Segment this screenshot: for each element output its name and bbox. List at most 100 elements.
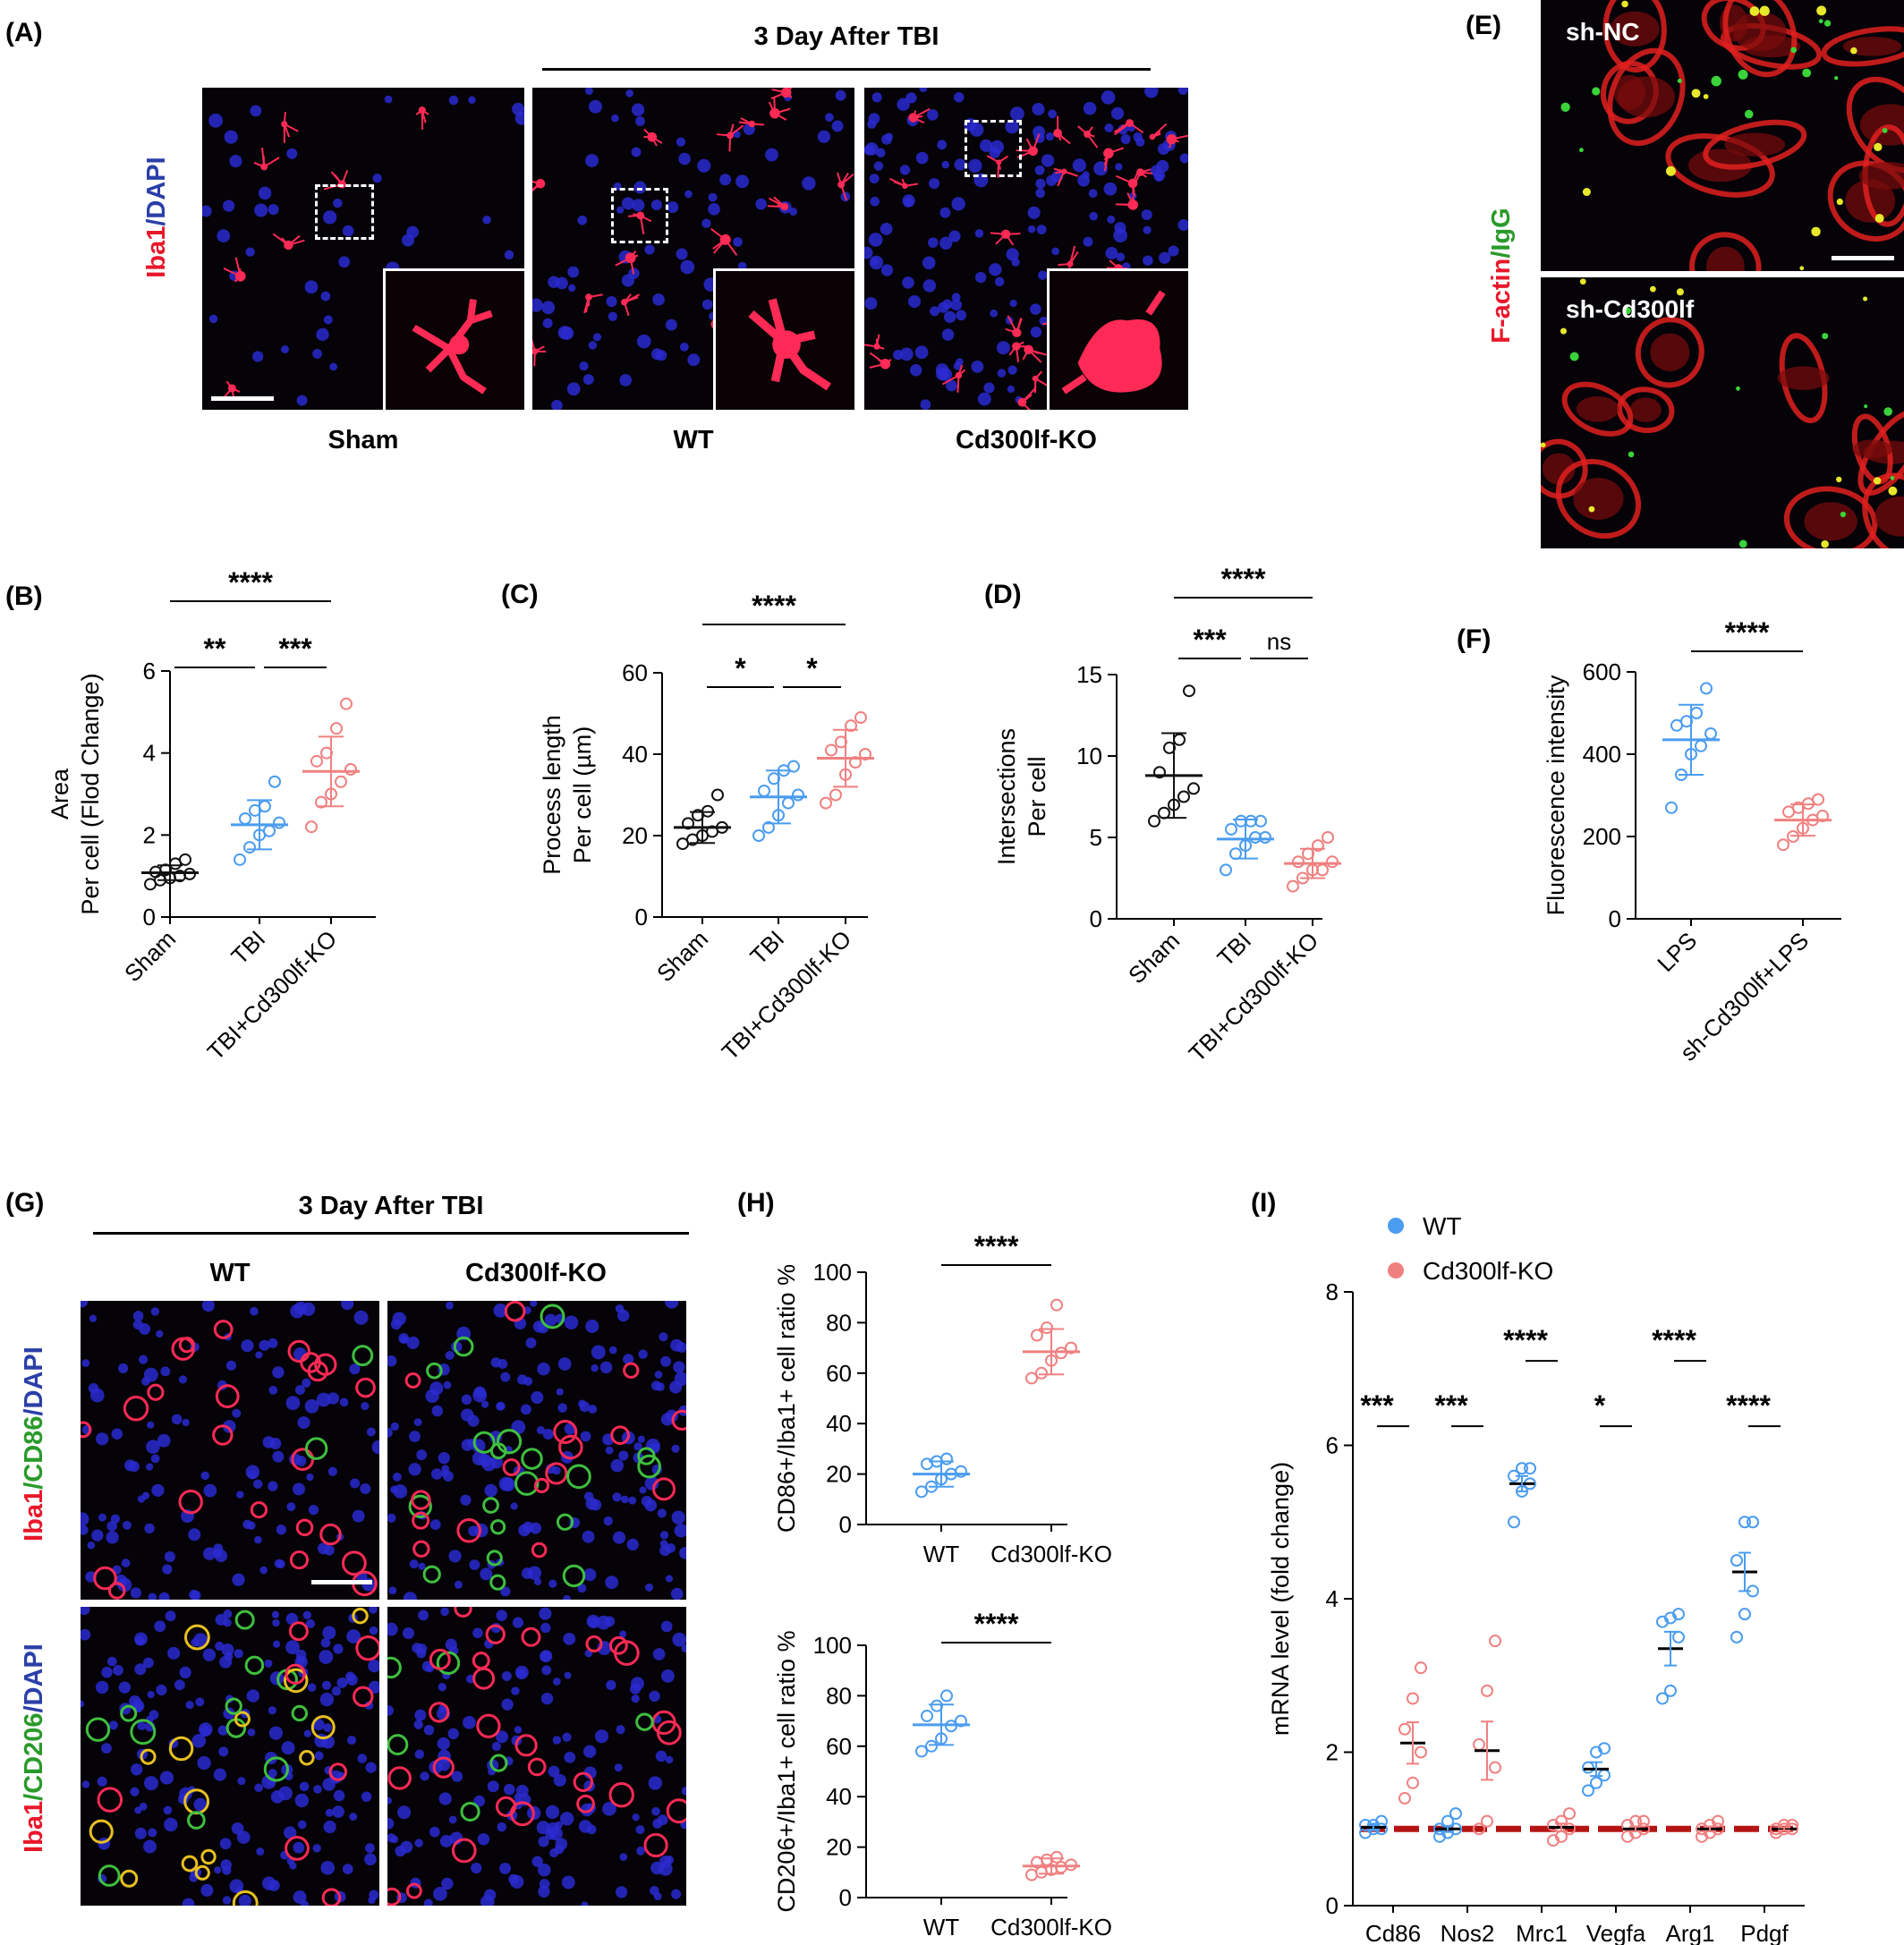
panel-c-label: (C) [501, 580, 539, 609]
x-tick-label: LPS [1652, 927, 1702, 977]
data-point [1695, 739, 1707, 752]
data-point [1473, 1737, 1485, 1751]
data-point [1148, 814, 1160, 828]
y-tick-label: 200 [1583, 823, 1621, 850]
data-point [259, 800, 271, 813]
zoom-box [965, 120, 1022, 177]
data-point [1398, 1722, 1411, 1736]
significance-label: **** [1652, 1324, 1696, 1356]
significance-label: *** [1193, 624, 1227, 656]
data-point [1812, 793, 1824, 806]
data-point [1690, 707, 1703, 719]
x-tick-label: Mrc1 [1516, 1920, 1568, 1945]
data-point [1747, 1516, 1759, 1529]
data-point [1704, 727, 1717, 740]
data-point [1508, 1516, 1520, 1529]
panel-i-label: (I) [1251, 1188, 1277, 1218]
panel-g-header: 3 Day After TBI [298, 1192, 484, 1220]
data-point [711, 788, 724, 802]
y-tick-label: 0 [1090, 905, 1102, 932]
data-point [243, 841, 256, 854]
micrograph-g-ko-cd206 [387, 1607, 686, 1906]
data-point [1035, 1366, 1048, 1380]
data-point [1254, 814, 1267, 828]
panel-g-col-wt: WT [209, 1259, 251, 1287]
y-axis-label: Process length [539, 715, 565, 875]
micrograph-sh-cd300lf: sh-Cd300lf [1541, 277, 1904, 548]
y-axis-label: mRNA level (fold change) [1267, 1462, 1294, 1736]
data-point [820, 796, 832, 810]
data-point [1516, 1462, 1528, 1475]
data-point [825, 743, 837, 757]
data-point [234, 853, 246, 866]
legend-marker [1388, 1262, 1404, 1278]
significance-label: *** [1434, 1389, 1468, 1422]
significance-label: **** [974, 1608, 1019, 1640]
micrograph-sh-nc: sh-NC [1541, 0, 1904, 271]
chart-i: 0 2 4 6 8 mRNA level (fold change) Cd86 Nos2 Mrc… [1267, 1212, 1805, 1945]
data-point [1031, 1329, 1043, 1342]
y-tick-label: 100 [813, 1632, 852, 1659]
significance-label: **** [752, 590, 796, 622]
significance-label: **** [1726, 1389, 1771, 1422]
data-point [1656, 1692, 1669, 1705]
micrograph-g4-svg [387, 1607, 686, 1906]
zoom-box [315, 184, 374, 240]
significance-label: * [1594, 1389, 1606, 1422]
significance-label: ns [1267, 628, 1291, 655]
data-point [752, 829, 765, 842]
inset-cell-icon [748, 298, 832, 391]
significance-label: * [806, 652, 818, 684]
y-axis-label: Per cell (Flod Change) [77, 673, 104, 914]
data-point [1777, 838, 1789, 852]
data-point [925, 1739, 938, 1753]
panel-e-label: (E) [1466, 11, 1501, 40]
significance-label: **** [1503, 1324, 1548, 1356]
data-point [1590, 1776, 1602, 1789]
data-point [1473, 1822, 1485, 1836]
panel-a-stain-label: Iba1/DAPI [142, 157, 171, 278]
data-point [1153, 766, 1166, 779]
data-point [1025, 1372, 1038, 1385]
panel-g-col-ko: Cd300lf-KO [465, 1259, 607, 1287]
y-axis-label: Area [47, 768, 73, 820]
panel-a-header: 3 Day After TBI [753, 22, 939, 51]
micrograph-g-ko-cd86 [387, 1301, 686, 1600]
y-tick-label: 0 [839, 1884, 852, 1911]
micrograph-g-wt-cd86 [81, 1301, 379, 1600]
chart-h-cd86: 0 20 40 60 80 100 CD86+/Iba1+ cell ratio % WT Cd… [773, 1230, 1112, 1567]
data-point [1158, 806, 1170, 820]
y-tick-label: 100 [813, 1259, 852, 1286]
panel-b-label: (B) [5, 582, 43, 611]
data-point [1730, 1554, 1743, 1567]
significance-label: **** [1725, 616, 1770, 649]
micrograph-sham [202, 88, 524, 410]
data-point [1489, 1635, 1501, 1648]
significance-label: *** [278, 633, 312, 665]
zoom-box [611, 188, 668, 243]
data-point [1050, 1850, 1063, 1864]
chart-b: 0 2 4 6 Area Per cell (Flod Change) Sham TBITBI… [47, 566, 376, 1066]
x-tick-label: Cd300lf-KO [990, 1914, 1112, 1941]
y-tick-label: 60 [826, 1733, 852, 1760]
data-point [1598, 1742, 1611, 1755]
significance-label: *** [1360, 1389, 1394, 1422]
data-point [1220, 863, 1232, 877]
data-point [179, 853, 191, 866]
x-tick-label: Sham [1123, 927, 1185, 989]
data-point [1664, 1684, 1677, 1697]
data-point [1183, 684, 1195, 698]
data-point [1582, 1761, 1594, 1774]
legend-entry: WT [1423, 1212, 1462, 1240]
data-point [1730, 1630, 1743, 1643]
data-point [1312, 839, 1324, 853]
data-point [273, 816, 285, 829]
x-tick-label: Pdgf [1740, 1920, 1789, 1945]
data-point [787, 760, 800, 773]
y-tick-label: 6 [143, 658, 156, 684]
data-point [305, 820, 318, 834]
image-label-sh-cd300lf: sh-Cd300lf [1566, 295, 1695, 323]
chart-h-cd206: 0 20 40 60 80 100 CD206+/Iba1+ cell ratio % WT C… [773, 1608, 1112, 1941]
y-tick-label: 80 [826, 1309, 852, 1336]
